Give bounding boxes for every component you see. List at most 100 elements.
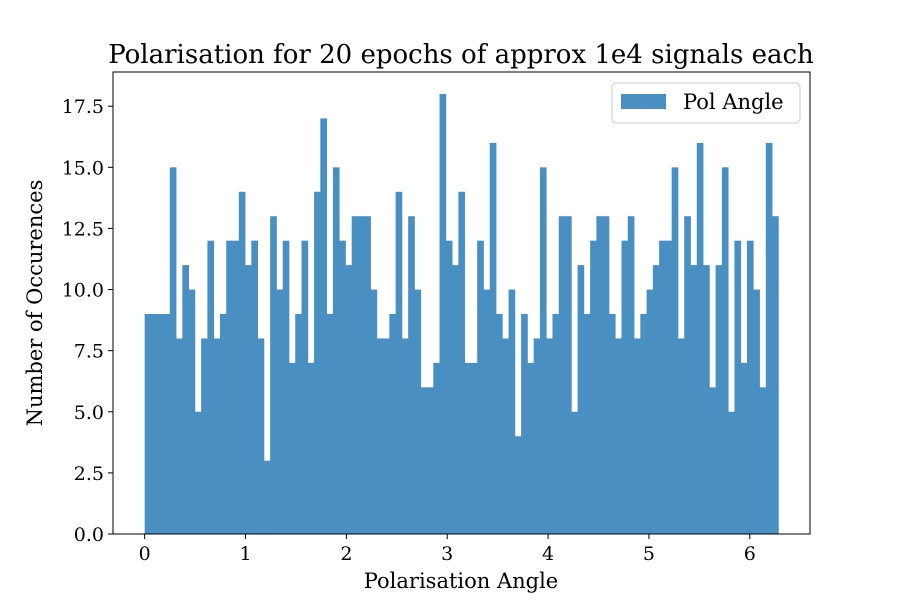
histogram-bar: [263, 460, 271, 534]
histogram-bar: [583, 314, 591, 534]
bars-layer: [144, 94, 779, 535]
histogram-bar: [163, 314, 171, 534]
histogram-bar: [157, 314, 164, 534]
histogram-bar: [590, 240, 597, 534]
x-tick-label: 2: [340, 543, 352, 565]
histogram-bar: [470, 362, 478, 534]
legend-swatch-pol-angle: [621, 94, 666, 109]
histogram-bar: [746, 240, 754, 534]
histogram-bar: [314, 191, 321, 534]
histogram-bar: [721, 167, 729, 535]
histogram-bar: [677, 338, 685, 534]
histogram-bar: [238, 191, 246, 534]
histogram-bar: [232, 240, 240, 534]
histogram-bar: [383, 338, 390, 534]
histogram-bar: [389, 314, 397, 534]
histogram-bar: [188, 289, 196, 534]
histogram-bar: [351, 216, 359, 534]
histogram-bar: [276, 289, 284, 534]
histogram-bar: [709, 387, 716, 534]
histogram-bar: [596, 216, 604, 534]
histogram-bar: [245, 265, 252, 534]
histogram-bar: [640, 314, 647, 534]
histogram-bar: [370, 289, 378, 534]
y-tick-label: 15.0: [62, 157, 104, 179]
histogram-bar: [288, 362, 296, 534]
histogram-bar: [150, 314, 158, 534]
histogram-bar: [577, 265, 585, 534]
y-axis-label: Number of Occurences: [23, 180, 47, 427]
y-tick-label: 5.0: [74, 402, 104, 424]
histogram-bar: [665, 240, 673, 534]
histogram-bar: [401, 338, 409, 534]
histogram-bar: [408, 216, 415, 534]
histogram-bar: [357, 216, 365, 534]
histogram-bar: [489, 142, 497, 534]
histogram-bar: [364, 216, 371, 534]
y-tick-label: 10.0: [62, 280, 104, 302]
histogram-bar: [270, 216, 277, 534]
histogram-bar: [345, 265, 353, 534]
histogram-bar: [539, 167, 547, 535]
histogram-bar: [439, 94, 447, 534]
histogram-bar: [452, 265, 459, 534]
histogram-bar: [445, 240, 453, 534]
histogram-bar: [502, 338, 509, 534]
histogram-bar: [621, 240, 629, 534]
histogram-bar: [646, 289, 654, 534]
histogram-bar: [734, 240, 742, 534]
histogram-bar: [420, 387, 428, 534]
histogram-bar: [703, 265, 710, 534]
histogram-bar: [696, 142, 704, 534]
histogram-bar: [332, 167, 340, 535]
histogram-bar: [201, 338, 208, 534]
histogram-bar: [546, 338, 553, 534]
x-tick-label: 4: [542, 543, 554, 565]
histogram-bar: [376, 338, 384, 534]
x-tick-label: 3: [441, 543, 453, 565]
x-tick-label: 6: [744, 543, 756, 565]
histogram-bar: [169, 167, 177, 535]
histogram-bar: [615, 338, 622, 534]
histogram-bar: [339, 240, 346, 534]
histogram-bar: [395, 191, 403, 534]
histogram-bar: [320, 118, 328, 534]
histogram-bar: [219, 314, 227, 534]
histogram-bar: [772, 216, 779, 534]
histogram-bar: [571, 411, 578, 534]
histogram-bar: [659, 240, 666, 534]
plot-area-frame: [112, 71, 811, 535]
histogram-bar: [477, 240, 484, 534]
histogram-bar: [715, 265, 723, 534]
histogram-bar: [690, 265, 698, 534]
histogram-bar: [483, 289, 491, 534]
x-tick-label: 0: [139, 543, 151, 565]
legend-label-pol-angle: Pol Angle: [683, 90, 784, 114]
y-tick-label: 17.5: [62, 96, 104, 118]
x-axis-ticks: 0 1 2 3 4 5 6: [139, 534, 756, 565]
y-tick-label: 2.5: [74, 463, 104, 485]
histogram-bar: [552, 314, 560, 534]
x-tick-label: 5: [643, 543, 655, 565]
histogram-bar: [740, 362, 748, 534]
y-axis-ticks: 0.0 2.5 5.0 7.5 10.0 12.5 15.0 17.5: [62, 96, 113, 546]
histogram-bar: [671, 167, 679, 535]
legend-box: [611, 82, 801, 124]
histogram-bar: [176, 338, 183, 534]
histogram-bar: [464, 362, 472, 534]
histogram-bar: [194, 411, 202, 534]
histogram-bar: [759, 387, 767, 534]
histogram-bar: [602, 216, 610, 534]
histogram-bar: [326, 314, 334, 534]
histogram-bar: [521, 314, 528, 534]
histogram-bar: [414, 289, 422, 534]
histogram-bar: [257, 338, 265, 534]
histogram-bar: [433, 362, 440, 534]
histogram-bar: [527, 362, 535, 534]
histogram-bar: [627, 216, 635, 534]
histogram-bar: [652, 265, 660, 534]
histogram-bar: [282, 240, 290, 534]
histogram-bar: [728, 411, 735, 534]
